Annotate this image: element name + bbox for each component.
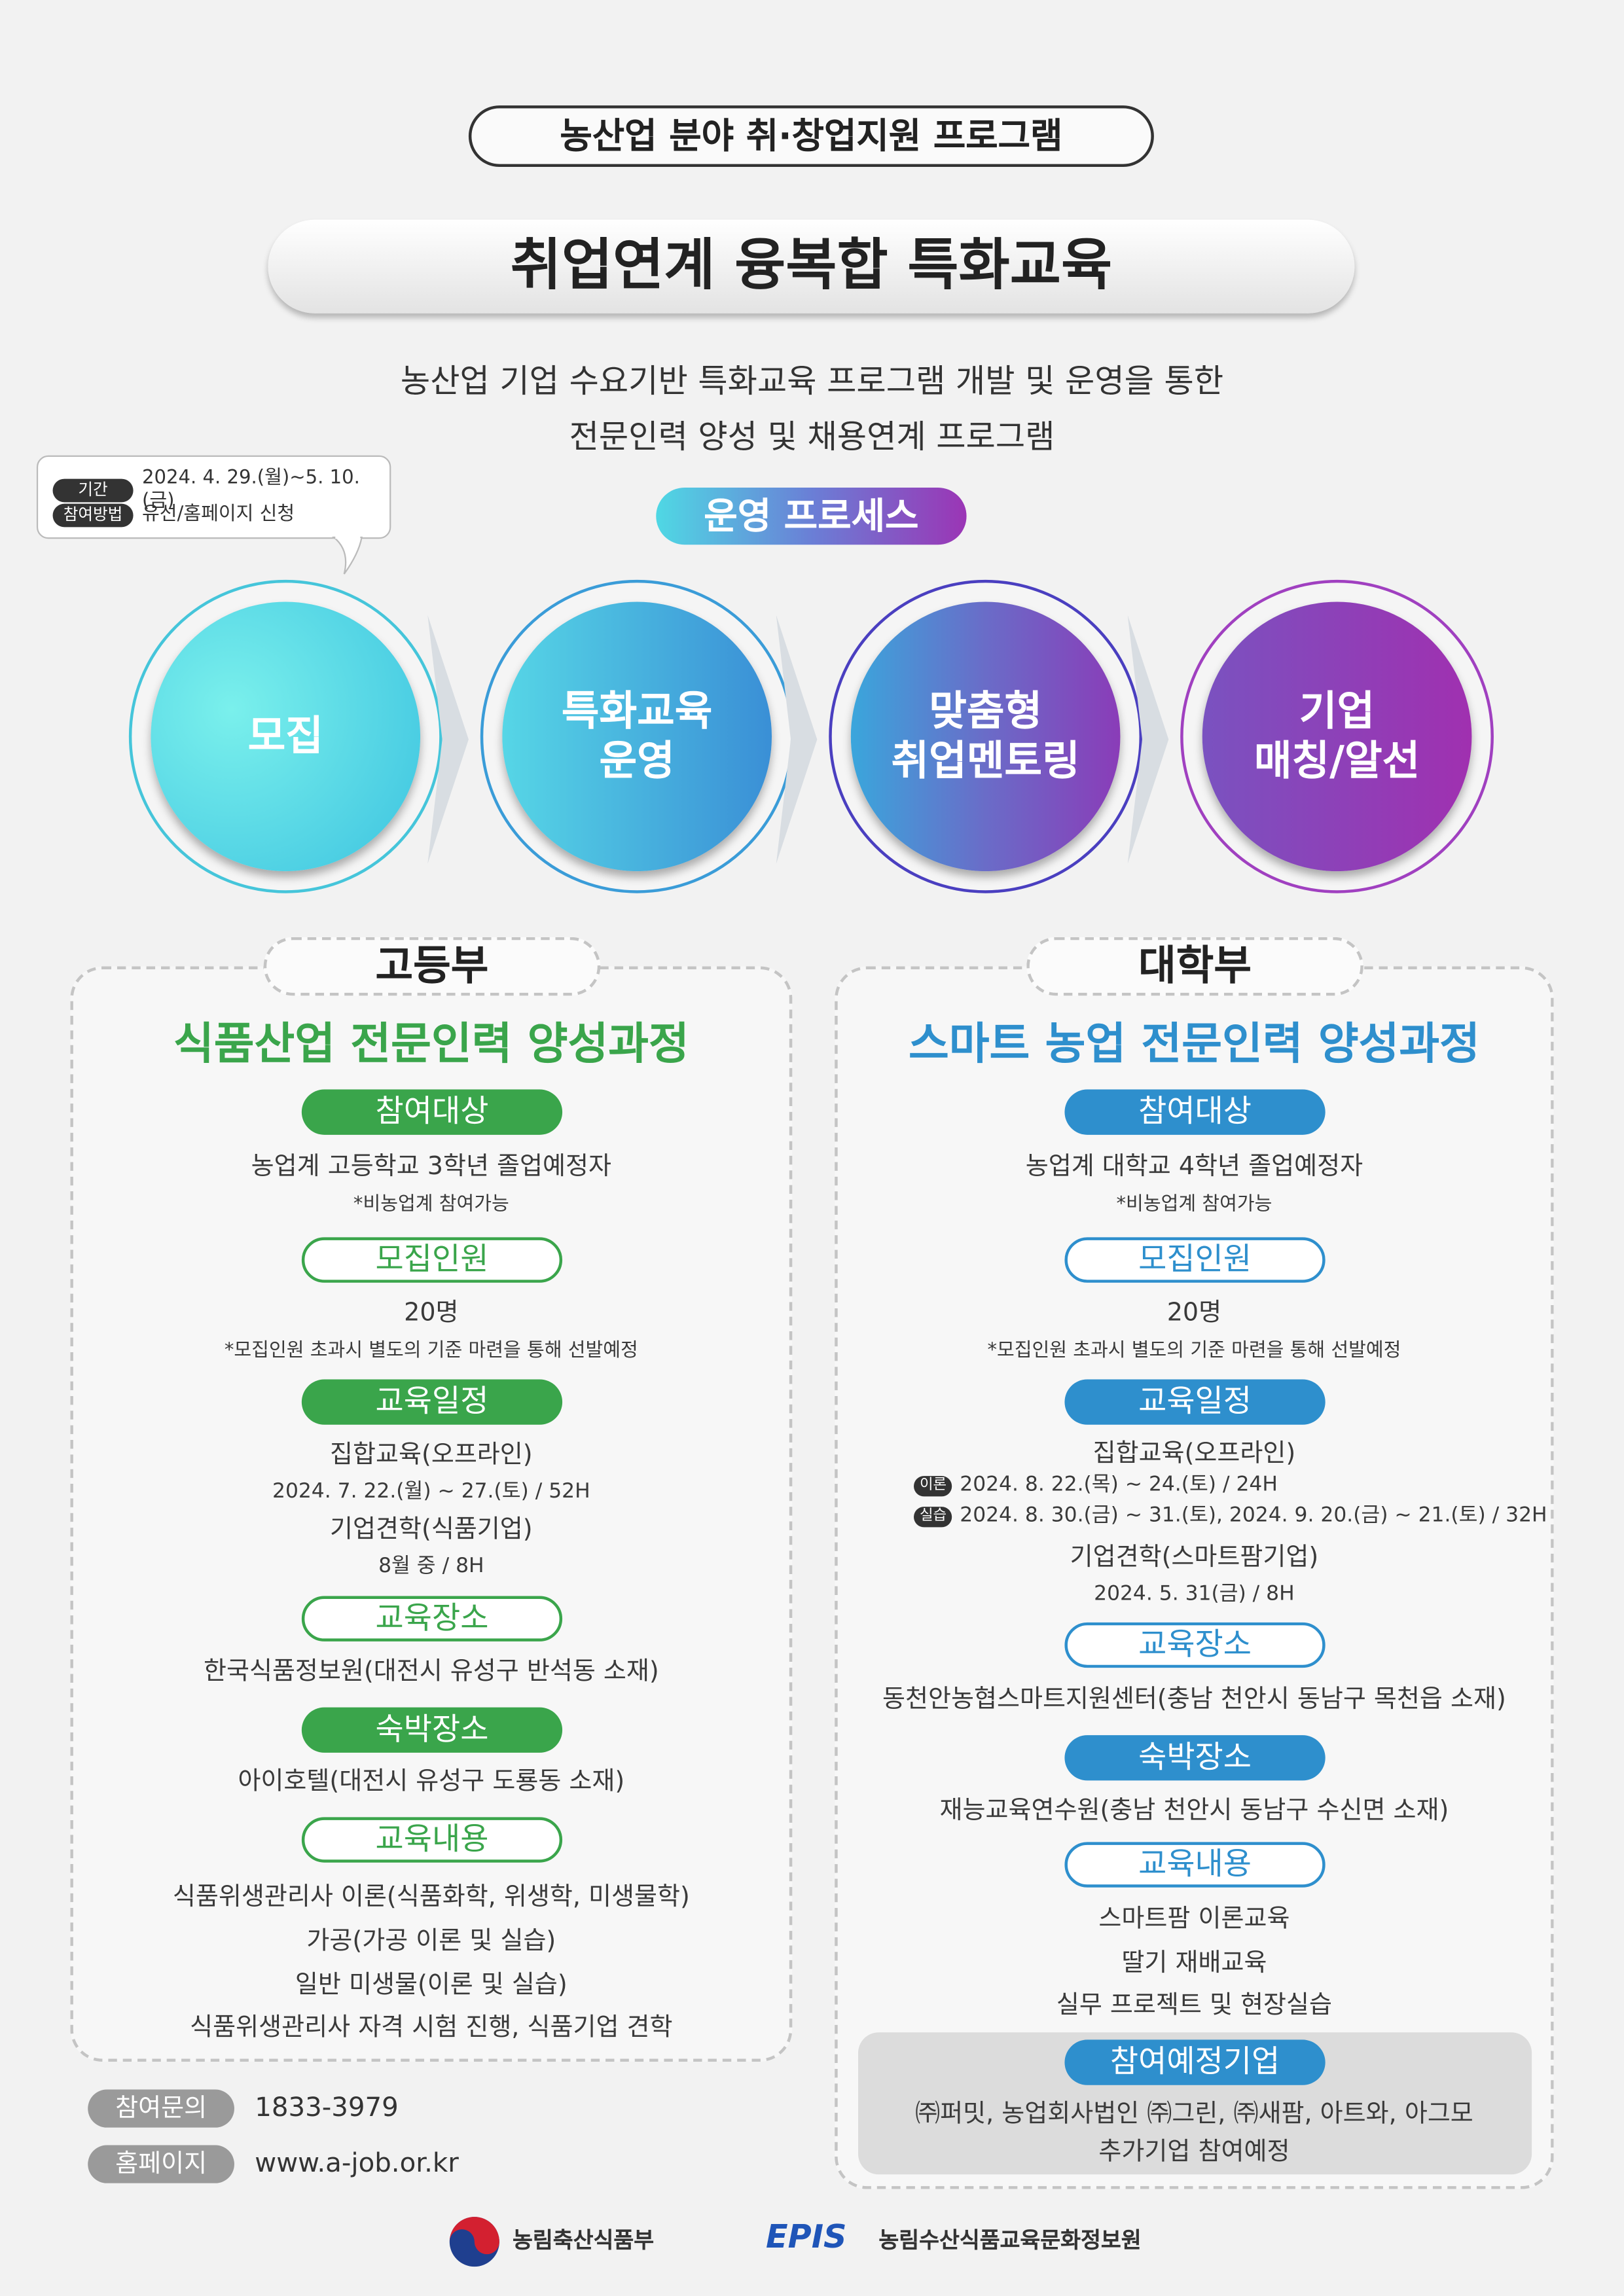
stay-text: 재능교육연수원(충남 천안시 동남구 수신면 소재) (939, 1796, 1449, 1826)
company-list: ㈜퍼밋, 농업회사법인 ㈜그린, ㈜새팜, 아트와, 아그모 (915, 2099, 1473, 2129)
org-ministry: 농림축산식품부 (513, 2227, 655, 2254)
schedule-date: 2024. 7. 22.(월) ~ 27.(토) / 52H (272, 1479, 590, 1503)
company-label: 참여예정기업 (1064, 2039, 1326, 2085)
schedule-date: 2024. 5. 31(금) / 8H (1094, 1582, 1295, 1606)
place-text: 동천안농협스마트지원센터(충남 천안시 동남구 목천읍 소재) (882, 1685, 1506, 1715)
page-title: 취업연계 융복합 특화교육 (268, 219, 1355, 314)
course-title: 식품산업 전문인력 양성과정 (173, 1019, 689, 1071)
count-text: 20명 (1166, 1298, 1222, 1328)
step-label: 기업 매칭/알선 (1202, 601, 1472, 872)
place-label: 교육장소 (1064, 1622, 1326, 1668)
process-title: 운영 프로세스 (656, 487, 967, 545)
step-label: 특화교육 운영 (502, 601, 772, 872)
target-label: 참여대상 (1064, 1089, 1326, 1135)
schedule-text: 기업견학(스마트팜기업) (1070, 1543, 1319, 1573)
place-text: 한국식품정보원(대전시 유성구 반석동 소재) (203, 1657, 659, 1687)
method-value: 유선/홈페이지 신청 (142, 503, 295, 526)
info-bubble: 기간 2024. 4. 29.(월)~5. 10.(금) 참여방법 유선/홈페이지 … (36, 455, 391, 539)
content-item: 일반 미생물(이론 및 실습) (295, 1970, 568, 2000)
university-section: 스마트 농업 전문인력 양성과정 참여대상 농업계 대학교 4학년 졸업예정자 … (835, 966, 1554, 2189)
content-item: 실무 프로젝트 및 현장실습 (1056, 1991, 1333, 2020)
schedule-text: 집합교육(오프라인) (1092, 1439, 1296, 1469)
tab-university: 대학부 (1026, 937, 1363, 996)
homepage-link[interactable]: www.a-job.or.kr (255, 2147, 459, 2179)
theory-row: 이론 2024. 8. 22.(목) ~ 24.(토) / 24H (914, 1473, 1278, 1498)
government-emblem-icon (449, 2217, 499, 2267)
org-epis: 농림수산식품교육문화정보원 (878, 2227, 1142, 2254)
method-tag: 참여방법 (52, 503, 134, 528)
practice-row: 실습 2024. 8. 30.(금) ~ 31.(토), 2024. 9. 20.… (914, 1504, 1547, 1529)
practice-date: 2024. 8. 30.(금) ~ 31.(토), 2024. 9. 20.(금… (960, 1503, 1547, 1528)
count-text: 20명 (404, 1298, 459, 1328)
step-recruit: 모집 (128, 579, 442, 893)
content-item: 스마트팜 이론교육 (1098, 1905, 1290, 1934)
period-value: 2024. 4. 29.(월)~5. 10.(금) (142, 467, 360, 513)
inquiry-label: 참여문의 (88, 2089, 234, 2128)
content-item: 식품위생관리사 자격 시험 진행, 식품기업 견학 (190, 2013, 673, 2043)
step-label: 맞춤형 취업멘토링 (850, 601, 1121, 872)
epis-logo: EPIS (766, 2219, 847, 2257)
tab-high-school: 고등부 (263, 937, 601, 996)
schedule-text: 기업견학(식품기업) (330, 1515, 533, 1545)
chevron-right-icon (1127, 615, 1169, 864)
target-note: *비농업계 참여가능 (353, 1193, 509, 1216)
target-text: 농업계 대학교 4학년 졸업예정자 (1025, 1152, 1363, 1181)
theory-date: 2024. 8. 22.(목) ~ 24.(토) / 24H (960, 1473, 1278, 1497)
schedule-label: 교육일정 (1064, 1379, 1326, 1425)
subtitle-line: 농산업 기업 수요기반 특화교육 프로그램 개발 및 운영을 통한 (400, 364, 1224, 401)
homepage-label: 홈페이지 (88, 2145, 234, 2183)
step-mentoring: 맞춤형 취업멘토링 (829, 579, 1143, 893)
phone-number[interactable]: 1833-3979 (255, 2092, 399, 2123)
content-item: 딸기 재배교육 (1121, 1948, 1267, 1979)
period-tag: 기간 (52, 478, 134, 503)
high-school-section: 식품산업 전문인력 양성과정 참여대상 농업계 고등학교 3학년 졸업예정자 *… (70, 966, 793, 2062)
company-note: 추가기업 참여예정 (1098, 2137, 1290, 2167)
content-label: 교육내용 (301, 1817, 563, 1863)
content-label: 교육내용 (1064, 1842, 1326, 1888)
count-label: 모집인원 (301, 1237, 563, 1283)
chevron-right-icon (427, 615, 469, 864)
chevron-right-icon (776, 615, 818, 864)
step-education: 특화교육 운영 (480, 579, 794, 893)
theory-tag: 이론 (914, 1475, 953, 1496)
step-label: 모집 (151, 601, 421, 872)
schedule-date: 8월 중 / 8H (378, 1554, 484, 1578)
schedule-label: 교육일정 (301, 1379, 563, 1425)
practice-tag: 실습 (914, 1505, 953, 1527)
content-item: 식품위생관리사 이론(식품화학, 위생학, 미생물학) (172, 1882, 690, 1912)
count-note: *모집인원 초과시 별도의 기준 마련을 통해 선발예정 (987, 1340, 1401, 1363)
bubble-tail (331, 535, 363, 575)
schedule-text: 집합교육(오프라인) (330, 1440, 533, 1470)
stay-text: 아이호텔(대전시 유성구 도룡동 소재) (238, 1767, 625, 1797)
place-label: 교육장소 (301, 1596, 563, 1641)
target-label: 참여대상 (301, 1089, 563, 1135)
subtitle-line: 전문인력 양성 및 채용연계 프로그램 (569, 420, 1055, 457)
stay-label: 숙박장소 (301, 1707, 563, 1753)
program-label: 농산업 분야 취·창업지원 프로그램 (468, 105, 1154, 168)
target-note: *비농업계 참여가능 (1116, 1193, 1272, 1216)
count-label: 모집인원 (1064, 1237, 1326, 1283)
stay-label: 숙박장소 (1064, 1735, 1326, 1781)
course-title: 스마트 농업 전문인력 양성과정 (909, 1019, 1480, 1071)
content-item: 가공(가공 이론 및 실습) (306, 1926, 556, 1956)
step-matching: 기업 매칭/알선 (1180, 579, 1494, 893)
count-note: *모집인원 초과시 별도의 기준 마련을 통해 선발예정 (224, 1340, 638, 1363)
target-text: 농업계 고등학교 3학년 졸업예정자 (251, 1152, 612, 1181)
